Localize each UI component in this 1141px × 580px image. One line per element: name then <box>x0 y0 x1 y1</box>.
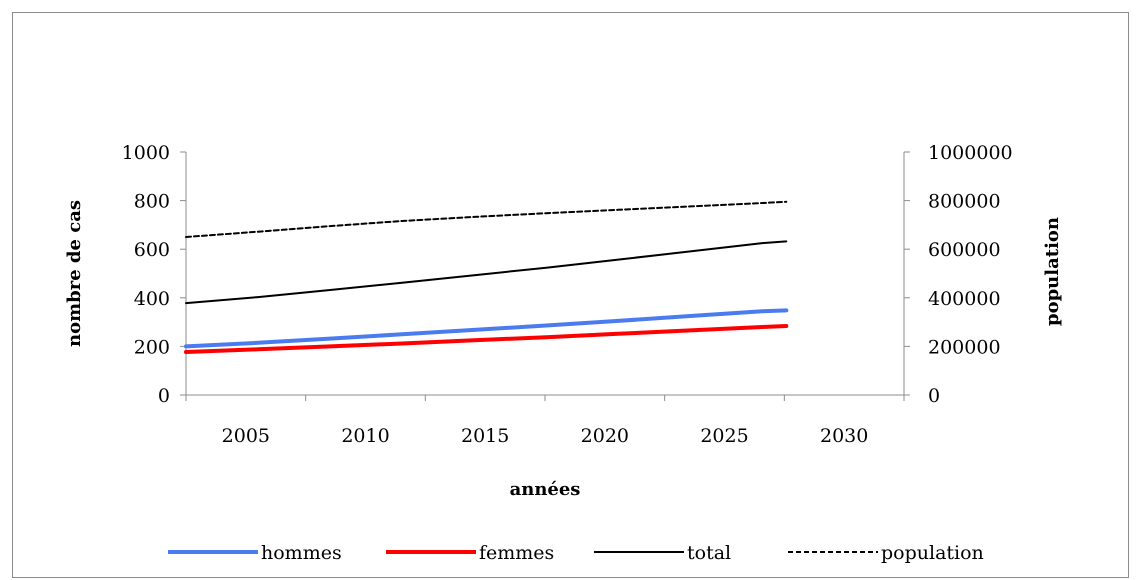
line-chart: 0 200 400 600 800 1000 0 200000 400000 600000 8000… <box>64 142 1063 564</box>
x-tick-label: 2010 <box>341 425 389 447</box>
y2-tick-label: 600000 <box>928 239 1001 261</box>
legend-label-total: total <box>687 542 731 564</box>
x-tick-label: 2030 <box>820 425 868 447</box>
y-tick-label: 800 <box>134 191 170 213</box>
legend-label-femmes: femmes <box>479 542 554 564</box>
y-tick-label: 400 <box>134 288 170 310</box>
y2-tick-label: 1000000 <box>928 142 1013 164</box>
x-tick-label: 2025 <box>700 425 748 447</box>
series-line-population <box>185 200 788 238</box>
x-tick-label: 2005 <box>222 425 270 447</box>
legend: hommes femmes total population <box>168 542 984 564</box>
y-tick-label: 1000 <box>122 142 170 164</box>
y-tick-label: 600 <box>134 239 170 261</box>
y-tick-label: 200 <box>134 336 170 358</box>
y2-tick-label: 0 <box>928 385 940 407</box>
series-line-femmes <box>184 324 789 354</box>
y-tick-label: 0 <box>158 385 170 407</box>
x-tick-label: 2020 <box>581 425 629 447</box>
chart-frame: 0 200 400 600 800 1000 0 200000 400000 600000 8000… <box>12 12 1129 578</box>
plot-area: 0 200 400 600 800 1000 0 200000 400000 600000 8000… <box>122 142 1013 447</box>
y2-tick-label: 400000 <box>928 288 1001 310</box>
series-line-hommes <box>184 308 789 349</box>
legend-label-hommes: hommes <box>261 542 342 564</box>
series-line-total <box>185 240 788 305</box>
legend-label-population: population <box>881 542 984 564</box>
y2-axis-title: population <box>1042 217 1063 326</box>
y2-tick-label: 200000 <box>928 336 1001 358</box>
y-axis-title: nombre de cas <box>64 200 85 347</box>
y2-tick-label: 800000 <box>928 191 1001 213</box>
x-axis-title: années <box>510 479 581 500</box>
x-tick-label: 2015 <box>461 425 509 447</box>
